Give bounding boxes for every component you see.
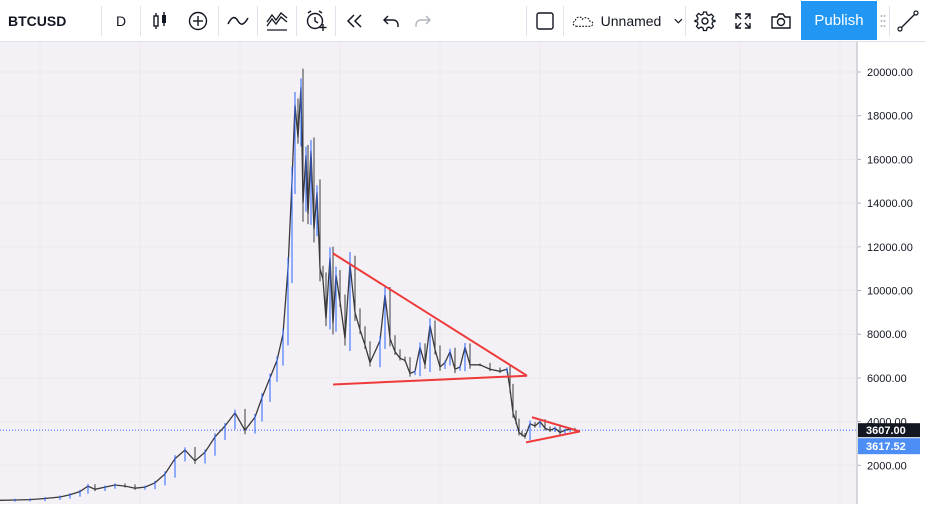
top-toolbar: BTCUSD D	[0, 0, 926, 42]
trendline-4[interactable]	[525, 430, 581, 444]
last-price-badge	[858, 423, 920, 438]
redo-button[interactable]	[408, 0, 438, 41]
interval-label: D	[115, 12, 127, 29]
chevron-down-icon	[674, 18, 683, 24]
grid	[0, 42, 857, 504]
y-tick-label: 20000.00	[867, 67, 913, 79]
layout-name-button[interactable]: Unnamed	[564, 0, 684, 41]
settings-button[interactable]	[686, 0, 724, 41]
trendline-2[interactable]	[332, 374, 528, 386]
alert-button[interactable]	[297, 0, 335, 41]
bar-style-button[interactable]	[141, 0, 179, 41]
y-tick-label: 8000.00	[867, 329, 907, 341]
crosshair-price-badge	[858, 438, 920, 455]
replay-button[interactable]	[336, 0, 374, 41]
trendline-icon	[897, 9, 919, 32]
fullscreen-icon	[735, 12, 751, 29]
camera-icon	[771, 12, 791, 29]
y-tick-label: 16000.00	[867, 154, 913, 166]
settings-icon	[694, 10, 716, 31]
trendline-1[interactable]	[332, 252, 528, 377]
layout-name-label: Unnamed	[600, 12, 662, 29]
plot-background	[0, 42, 857, 504]
price-labels: 3607.00 3617.52	[858, 423, 920, 455]
price-chart[interactable]: 2000.004000.006000.008000.0010000.001200…	[0, 42, 926, 504]
y-tick-label: 12000.00	[867, 242, 913, 254]
compare-icon	[266, 11, 288, 31]
bar-style-icon	[153, 11, 166, 29]
price-axis-ticks: 2000.004000.006000.008000.0010000.001200…	[857, 67, 913, 472]
drag-handle[interactable]	[877, 0, 889, 41]
undo-icon	[383, 15, 399, 27]
redo-icon	[415, 15, 431, 27]
add-indicator-button[interactable]	[179, 0, 217, 41]
alert-icon	[306, 9, 327, 31]
publish-label: Publish	[814, 12, 864, 29]
interval-button[interactable]: D	[102, 0, 140, 41]
indicators-button[interactable]	[219, 0, 257, 41]
add-indicator-icon	[188, 11, 208, 30]
compare-button[interactable]	[258, 0, 296, 41]
y-tick-label: 2000.00	[867, 460, 907, 472]
undo-button[interactable]	[374, 0, 408, 41]
trendline-tool-button[interactable]	[890, 0, 926, 41]
crosshair-price-label: 3617.52	[866, 441, 906, 453]
square-button[interactable]	[527, 0, 563, 41]
chart-area[interactable]: 2000.00 4000.00 6000.00 8000.00 10000.00 1200…	[0, 42, 926, 504]
y-tick-label: 18000.00	[867, 111, 913, 123]
y-tick-label: 10000.00	[867, 286, 913, 298]
last-price-label: 3607.00	[866, 425, 906, 437]
publish-button[interactable]: Publish	[801, 1, 877, 40]
square-icon	[536, 11, 554, 30]
drag-handle-icon	[880, 14, 886, 27]
cloud-icon	[572, 16, 594, 27]
replay-icon	[346, 13, 362, 28]
annotation-layer[interactable]	[332, 252, 581, 444]
symbol-search-button[interactable]: BTCUSD	[0, 0, 100, 41]
trendline-3[interactable]	[531, 416, 581, 433]
snapshot-button[interactable]	[762, 0, 800, 41]
indicators-icon	[227, 16, 249, 25]
fullscreen-button[interactable]	[724, 0, 762, 41]
symbol-label: BTCUSD	[8, 12, 67, 29]
y-tick-label: 14000.00	[867, 198, 913, 210]
y-tick-label: 6000.00	[867, 373, 907, 385]
